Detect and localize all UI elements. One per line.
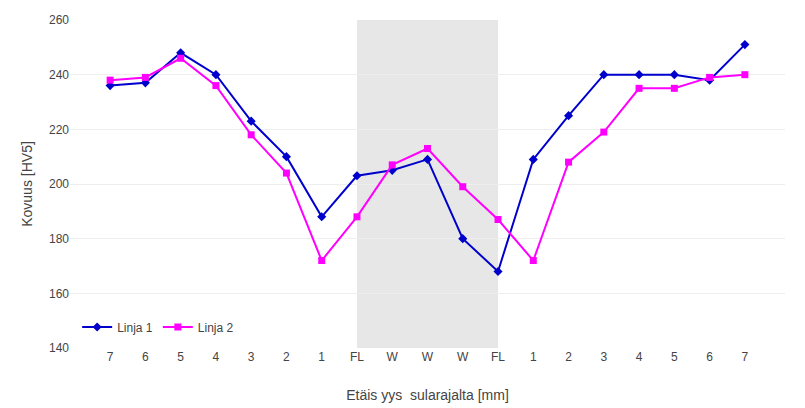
svg-text:5: 5 xyxy=(671,350,678,364)
svg-text:Kovuus [HV5]: Kovuus [HV5] xyxy=(19,141,35,227)
svg-text:FL: FL xyxy=(491,350,505,364)
svg-text:1: 1 xyxy=(318,350,325,364)
svg-text:W: W xyxy=(422,350,434,364)
svg-text:5: 5 xyxy=(177,350,184,364)
svg-text:3: 3 xyxy=(248,350,255,364)
svg-text:2: 2 xyxy=(283,350,290,364)
svg-text:140: 140 xyxy=(49,341,69,355)
svg-text:160: 160 xyxy=(49,287,69,301)
svg-text:6: 6 xyxy=(142,350,149,364)
svg-text:7: 7 xyxy=(742,350,749,364)
svg-text:Linja 1: Linja 1 xyxy=(117,321,153,335)
svg-text:7: 7 xyxy=(107,350,114,364)
svg-text:W: W xyxy=(387,350,399,364)
svg-text:Linja 2: Linja 2 xyxy=(198,321,234,335)
svg-text:FL: FL xyxy=(350,350,364,364)
svg-text:Etäis yys sularajalta [mm]: Etäis yys sularajalta [mm] xyxy=(346,387,509,403)
svg-text:1: 1 xyxy=(530,350,537,364)
svg-text:180: 180 xyxy=(49,232,69,246)
svg-text:2: 2 xyxy=(565,350,572,364)
svg-text:260: 260 xyxy=(49,13,69,27)
svg-text:220: 220 xyxy=(49,123,69,137)
svg-text:6: 6 xyxy=(706,350,713,364)
svg-text:3: 3 xyxy=(600,350,607,364)
svg-text:W: W xyxy=(457,350,469,364)
svg-text:4: 4 xyxy=(636,350,643,364)
svg-text:4: 4 xyxy=(213,350,220,364)
svg-text:240: 240 xyxy=(49,68,69,82)
svg-text:200: 200 xyxy=(49,177,69,191)
